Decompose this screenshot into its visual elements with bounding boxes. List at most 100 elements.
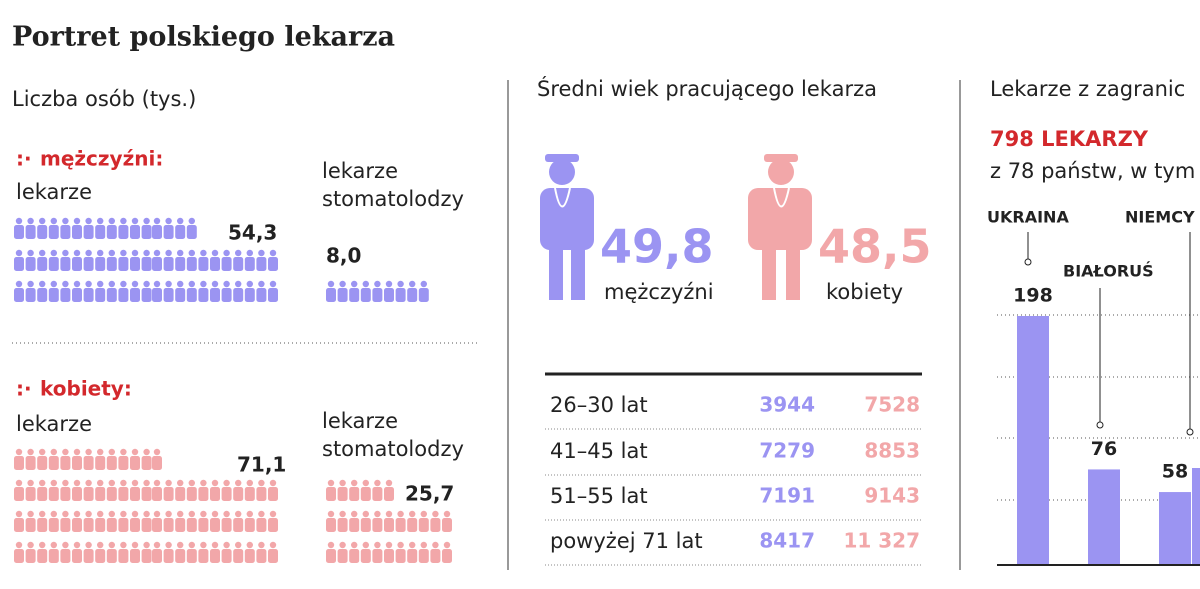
- person-icon: [39, 510, 46, 518]
- marker: :·: [16, 377, 32, 401]
- person-icon: [106, 518, 117, 532]
- person-icon: [97, 479, 104, 487]
- person-icon: [37, 487, 48, 501]
- bar-category: UKRAINA: [987, 208, 1069, 227]
- person-icon: [141, 549, 152, 563]
- person-icon: [108, 541, 116, 549]
- person-icon: [235, 541, 242, 549]
- person-icon: [200, 479, 207, 487]
- person-icon: [188, 249, 195, 257]
- person-icon: [372, 518, 383, 532]
- subtitle: z 78 państw, w tym: [990, 159, 1195, 183]
- person-icon: [143, 280, 150, 288]
- person-icon: [337, 549, 348, 563]
- person-icon: [106, 549, 117, 563]
- person-icon: [120, 541, 127, 549]
- person-icon: [118, 225, 129, 239]
- person-icon: [163, 225, 174, 239]
- person-icon: [50, 510, 57, 518]
- person-icon: [141, 257, 152, 271]
- person-icon: [14, 225, 24, 239]
- women-count: 9143: [864, 484, 920, 508]
- person-icon: [37, 257, 48, 271]
- leader-dot: [1024, 258, 1032, 266]
- person-icon: [39, 249, 46, 257]
- person-icon: [108, 510, 116, 518]
- person-icon: [165, 217, 172, 225]
- person-icon: [130, 518, 140, 532]
- person-icon: [420, 510, 427, 518]
- person-icon: [362, 479, 369, 487]
- person-icon: [351, 510, 358, 518]
- person-icon: [326, 288, 336, 302]
- person-icon: [15, 217, 23, 225]
- person-icon: [50, 448, 57, 456]
- person-icon: [48, 288, 59, 302]
- person-icon: [395, 288, 406, 302]
- person-icon: [163, 288, 174, 302]
- men-label: mężczyźni:: [40, 147, 163, 171]
- person-icon: [120, 510, 127, 518]
- person-icon: [37, 549, 48, 563]
- person-icon: [210, 257, 220, 271]
- person-icon: [442, 549, 452, 563]
- person-icon: [50, 479, 57, 487]
- person-icon: [27, 510, 34, 518]
- person-icon: [246, 479, 253, 487]
- person-icon: [256, 487, 267, 501]
- men-count: 7191: [759, 484, 815, 508]
- person-icon: [14, 549, 24, 563]
- value: 25,7: [405, 482, 454, 506]
- value: 54,3: [228, 221, 277, 245]
- person-icon: [409, 541, 416, 549]
- person-icon: [409, 280, 416, 288]
- person-icon: [108, 217, 116, 225]
- person-icon: [384, 549, 394, 563]
- person-icon: [409, 510, 416, 518]
- person-icon: [418, 549, 429, 563]
- bar-category: NIEMCY: [1125, 208, 1195, 227]
- person-icon: [443, 541, 451, 549]
- person-icon: [25, 225, 36, 239]
- person-icon: [83, 549, 94, 563]
- men-count: 8417: [759, 529, 815, 553]
- person-icon: [186, 257, 197, 271]
- person-icon: [97, 217, 104, 225]
- section-title: Średni wiek pracującego lekarza: [537, 76, 877, 101]
- person-icon: [211, 249, 219, 257]
- person-icon: [246, 541, 253, 549]
- person-icon: [233, 257, 244, 271]
- person-icon: [106, 456, 117, 470]
- person-icon: [372, 549, 383, 563]
- person-icon: [198, 549, 209, 563]
- person-icon: [221, 549, 232, 563]
- person-icon: [339, 280, 346, 288]
- value: 49,8: [600, 220, 714, 274]
- person-icon: [152, 225, 162, 239]
- person-icon: [418, 518, 429, 532]
- person-icon: [50, 249, 57, 257]
- person-icon: [210, 518, 220, 532]
- person-icon: [188, 510, 195, 518]
- person-icon: [120, 249, 127, 257]
- leader-dot: [1096, 421, 1104, 429]
- person-icon: [268, 518, 278, 532]
- person-icon: [95, 456, 106, 470]
- row-label: powyżej 71 lat: [550, 529, 703, 553]
- person-icon: [198, 487, 209, 501]
- person-icon: [48, 456, 59, 470]
- person-icon: [163, 257, 174, 271]
- person-icon: [118, 288, 129, 302]
- person-icon: [25, 257, 36, 271]
- person-icon: [108, 448, 116, 456]
- person-icon: [188, 541, 195, 549]
- person-icon: [143, 448, 150, 456]
- person-icon: [152, 288, 162, 302]
- person-icon: [165, 541, 172, 549]
- person-icon: [62, 217, 69, 225]
- person-icon: [141, 288, 152, 302]
- person-icon: [268, 288, 278, 302]
- person-icon: [210, 288, 220, 302]
- person-icon: [244, 487, 255, 501]
- person-icon: [131, 217, 139, 225]
